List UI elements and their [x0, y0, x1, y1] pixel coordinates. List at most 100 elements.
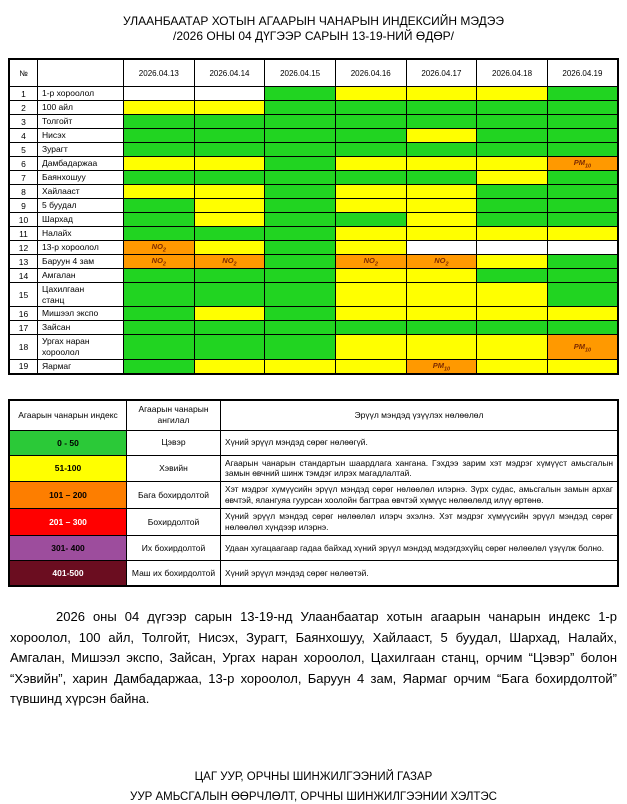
- aqi-cell: [334, 226, 407, 241]
- aqi-cell: [193, 142, 266, 157]
- pollutant-marker: NO2: [151, 256, 166, 268]
- column-header-number: №: [8, 58, 38, 87]
- column-header-date: 2026.04.14: [193, 58, 266, 87]
- column-header-date: 2026.04.15: [264, 58, 336, 87]
- aqi-cell: [193, 226, 266, 241]
- aqi-cell: [193, 114, 266, 129]
- aqi-cell: [193, 100, 266, 115]
- aqi-cell: [334, 128, 407, 143]
- aqi-cell: [264, 226, 336, 241]
- row-number: 1: [8, 86, 38, 101]
- aqi-cell: [476, 184, 548, 199]
- index-range: 51-100: [8, 454, 127, 483]
- aqi-cell: [193, 156, 266, 171]
- aqi-cell: [264, 358, 336, 374]
- aqi-cell: [405, 320, 478, 336]
- aqi-cell: [264, 198, 336, 213]
- aqi-cell: [123, 184, 195, 199]
- aqi-cell: [546, 212, 619, 227]
- row-number: 8: [8, 184, 38, 199]
- aqi-cell: [546, 320, 619, 336]
- aqi-cell: [123, 306, 195, 322]
- index-range: 0 - 50: [8, 429, 127, 456]
- aqi-cell: [193, 184, 266, 199]
- aqi-cell: [476, 198, 548, 213]
- row-number: 11: [8, 226, 38, 241]
- station-name: Яармаг: [37, 358, 124, 374]
- aqi-cell: [264, 184, 336, 199]
- aqi-cell: [405, 240, 478, 255]
- aqi-cell: [334, 281, 407, 308]
- aqi-cell: [123, 226, 195, 241]
- aqi-cell: [123, 268, 195, 283]
- aqi-cell: NO2: [123, 240, 195, 255]
- aqi-cell: [476, 212, 548, 227]
- station-name: Ургах наран хороолол: [37, 334, 124, 360]
- aqi-cell: [405, 114, 478, 129]
- station-row: 6 Дамбадаржаа PM10: [8, 156, 619, 171]
- health-effect: Хүний эрүүл мэндэд сөрөг нөлөөлөл илэрч …: [220, 508, 619, 537]
- pollutant-marker: PM10: [432, 360, 451, 373]
- aqi-cell: [405, 86, 478, 101]
- aqi-cell: [546, 100, 619, 115]
- row-number: 14: [8, 268, 38, 283]
- pollutant-marker: NO2: [151, 242, 166, 254]
- quality-category: Бохирдолтой: [126, 508, 221, 537]
- station-row: 5 Зурагт: [8, 142, 619, 157]
- aqi-cell: [476, 281, 548, 308]
- report-title-line1: УЛААНБААТАР ХОТЫН АГААРЫН ЧАНАРЫН ИНДЕКС…: [122, 14, 505, 28]
- aqi-cell: [264, 156, 336, 171]
- row-number: 10: [8, 212, 38, 227]
- aqi-cell: [123, 156, 195, 171]
- aqi-cell: [405, 128, 478, 143]
- footer-department: УУР АМЬСГАЛЫН ӨӨРЧЛӨЛТ, ОРЧНЫ ШИНЖИЛГЭЭН…: [130, 791, 497, 804]
- aqi-cell: [264, 170, 336, 185]
- row-number: 13: [8, 254, 38, 269]
- station-row: 18 Ургах наран хороолол PM10: [8, 334, 619, 360]
- aqi-cell: [123, 334, 195, 360]
- index-range: 101 – 200: [8, 481, 127, 510]
- pollutant-marker: PM10: [573, 158, 592, 170]
- pollutant-marker: NO2: [434, 256, 449, 268]
- station-row: 12 13-р хороолол NO2: [8, 240, 619, 255]
- aqi-cell: [546, 170, 619, 185]
- station-row: 16 Мишээл экспо: [8, 306, 619, 322]
- aqi-cell: [476, 142, 548, 157]
- aqi-cell: [193, 198, 266, 213]
- station-row: 4 Нисэх: [8, 128, 619, 143]
- aqi-cell: [193, 86, 266, 101]
- station-name: 13-р хороолол: [37, 240, 124, 255]
- health-effect: Хэт мэдрэг хүмүүсийн эрүүл мэндэд сөрөг …: [220, 481, 619, 510]
- station-row: 15 Цахилгаан станц: [8, 281, 619, 308]
- station-name: 1-р хороолол: [37, 86, 124, 101]
- row-number: 18: [8, 334, 38, 360]
- aqi-cell: [546, 281, 619, 308]
- station-row: 19 Яармаг PM10: [8, 358, 619, 374]
- aqi-cell: [264, 114, 336, 129]
- station-name: Амгалан: [37, 268, 124, 283]
- aqi-cell: [476, 334, 548, 360]
- aqi-cell: [405, 170, 478, 185]
- aqi-cell: [546, 358, 619, 374]
- aqi-cell: [334, 114, 407, 129]
- row-number: 3: [8, 114, 38, 129]
- row-number: 5: [8, 142, 38, 157]
- row-number: 12: [8, 240, 38, 255]
- aqi-cell: [193, 306, 266, 322]
- aqi-cell: [264, 240, 336, 255]
- aqi-cell: [264, 334, 336, 360]
- aqi-cell: NO2: [123, 254, 195, 269]
- aqi-cell: [193, 212, 266, 227]
- aqi-cell: [123, 198, 195, 213]
- pollutant-marker: NO2: [363, 256, 378, 268]
- aqi-cell: [405, 198, 478, 213]
- legend-column-header: Агаарын чанарын индекс: [8, 399, 127, 431]
- aqi-cell: [546, 142, 619, 157]
- aqi-cell: [334, 212, 407, 227]
- aqi-cell: [405, 156, 478, 171]
- aqi-cell: [193, 128, 266, 143]
- aqi-cell: [193, 170, 266, 185]
- aqi-cell: [405, 100, 478, 115]
- aqi-cell: [264, 306, 336, 322]
